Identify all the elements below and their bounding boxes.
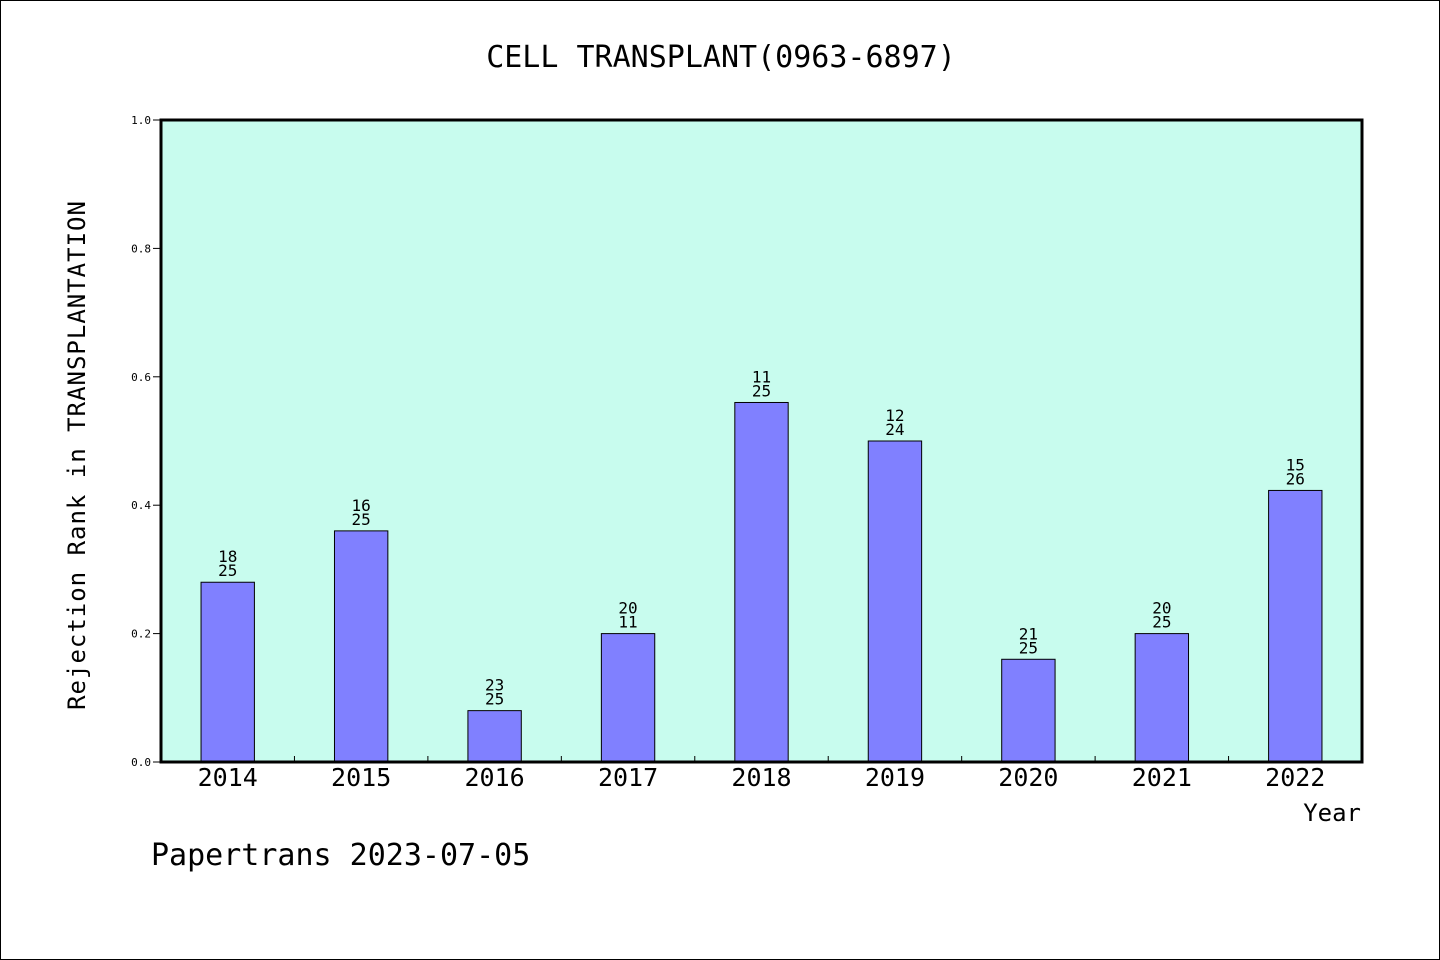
x-tick-label-2014: 2014 — [198, 763, 258, 792]
bar-label-top-2022: 15 — [1286, 455, 1305, 474]
bar-label-bottom-2016: 25 — [485, 690, 504, 709]
bar-label-top-2018: 11 — [752, 367, 771, 386]
y-tick-label-0.4: 0.4 — [131, 499, 151, 512]
x-tick-label-2016: 2016 — [465, 763, 525, 792]
x-tick-label-2017: 2017 — [598, 763, 658, 792]
y-tick-label-1.0: 1.0 — [131, 114, 151, 127]
bar-2014 — [200, 581, 255, 763]
bar-2021 — [1134, 633, 1190, 763]
bar-label-bottom-2020: 25 — [1019, 638, 1038, 657]
bar-label-top-2014: 18 — [218, 547, 237, 566]
bar-label-top-2016: 23 — [485, 676, 504, 695]
bar-label-bottom-2015: 25 — [352, 510, 371, 529]
bar-2017 — [600, 633, 656, 763]
footer-credit: Papertrans 2023-07-05 — [151, 838, 530, 873]
bar-label-bottom-2019: 24 — [885, 420, 904, 439]
bar-2018 — [734, 401, 789, 763]
y-axis-label: Rejection Rank in TRANSPLANTATION — [63, 200, 91, 710]
bar-label-top-2020: 21 — [1019, 624, 1038, 643]
plot-area: 1825201416252015232520162011201711252018… — [131, 114, 1364, 792]
bar-label-top-2017: 20 — [618, 599, 637, 618]
bar-label-bottom-2018: 25 — [752, 381, 771, 400]
x-tick-label-2022: 2022 — [1265, 763, 1325, 792]
plot-border — [159, 118, 1364, 764]
x-axis-label: Year — [1303, 799, 1361, 827]
y-tick-label-0.2: 0.2 — [131, 628, 151, 641]
bar-label-bottom-2017: 11 — [618, 613, 637, 632]
bar-label-top-2021: 20 — [1152, 599, 1171, 618]
bar-label-bottom-2021: 25 — [1152, 613, 1171, 632]
y-tick-label-0.6: 0.6 — [131, 371, 151, 384]
bar-2016 — [467, 710, 522, 763]
bar-label-bottom-2014: 25 — [218, 561, 237, 580]
bar-label-top-2015: 16 — [352, 496, 371, 515]
bar-label-bottom-2022: 26 — [1286, 469, 1305, 488]
y-tick-label-0.0: 0.0 — [131, 756, 151, 769]
bar-2022 — [1268, 489, 1323, 763]
x-tick-label-2021: 2021 — [1132, 763, 1192, 792]
y-tick-label-0.8: 0.8 — [131, 242, 151, 255]
x-tick-label-2015: 2015 — [331, 763, 391, 792]
bar-2019 — [867, 440, 923, 763]
x-tick-label-2020: 2020 — [998, 763, 1058, 792]
bar-2015 — [333, 530, 389, 763]
bar-label-top-2019: 12 — [885, 406, 904, 425]
x-tick-label-2019: 2019 — [865, 763, 925, 792]
x-tick-label-2018: 2018 — [731, 763, 791, 792]
bar-2020 — [1001, 658, 1056, 763]
chart-title: CELL TRANSPLANT(0963-6897) — [486, 40, 956, 75]
